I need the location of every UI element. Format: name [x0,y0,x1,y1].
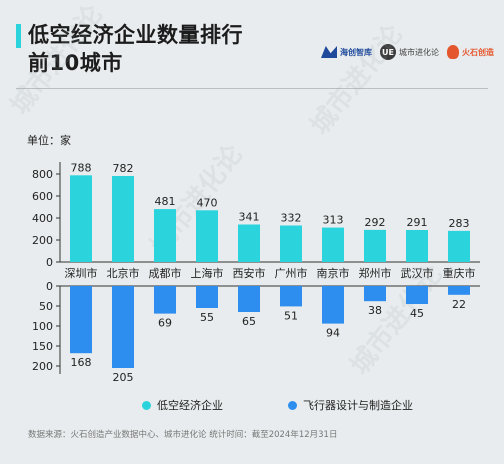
bar-top [196,210,218,262]
category-label: 深圳市 [65,266,98,280]
category-label: 广州市 [275,266,308,280]
bar-top [406,229,428,262]
chart-title: 低空经济企业数量排行 [28,23,243,47]
category-label: 成都市 [149,266,182,280]
y-tick-label-bottom: 100 [32,320,53,333]
y-tick-label-top: 400 [32,212,53,225]
data-label-top: 782 [113,162,134,175]
data-label-top: 788 [71,161,92,174]
data-label-top: 470 [197,196,218,209]
data-label-bottom: 205 [113,371,134,384]
y-tick-label-bottom: 0 [46,280,53,293]
bar-bottom [238,286,260,312]
logo-haichuang-text: 海创智库 [340,47,372,57]
data-label-top: 291 [407,216,428,229]
bar-bottom [112,286,134,368]
ue-logo-icon: UE [380,44,396,60]
data-label-bottom: 45 [410,307,424,320]
y-tick-label-bottom: 150 [32,340,53,353]
bar-bottom [196,286,218,308]
data-label-bottom: 22 [452,298,466,311]
chart-subtitle: 前10城市 [28,51,123,75]
legend-label-top: 低空经济企业 [157,399,223,412]
category-label: 重庆市 [443,266,476,280]
data-label-bottom: 65 [242,315,256,328]
bar-top [70,175,92,262]
data-label-top: 341 [239,210,260,223]
data-label-bottom: 69 [158,317,172,330]
bar-top [322,227,344,262]
bar-top [448,230,470,262]
legend-item-bottom: 飞行器设计与制造企业 [288,397,413,413]
data-label-top: 313 [323,214,344,227]
logo-huoshi: 火石创造 [447,45,494,59]
data-label-bottom: 168 [71,356,92,369]
y-tick-label-top: 800 [32,168,53,181]
y-tick-label-top: 200 [32,234,53,247]
y-tick-label-bottom: 50 [39,300,53,313]
bar-bottom [280,286,302,307]
bar-bottom [154,286,176,314]
category-label: 西安市 [233,266,266,280]
category-label: 郑州市 [359,266,392,280]
bar-top [112,175,134,262]
bar-bottom [70,286,92,354]
bar-top [154,209,176,262]
title-accent-bar [16,24,21,48]
category-label: 武汉市 [401,266,434,280]
source-note: 数据来源：火石创造产业数据中心、城市进化论 统计时间：截至2024年12月31日 [28,430,338,440]
y-tick-label-top: 0 [46,256,53,269]
data-label-top: 283 [449,217,470,230]
logo-huoshi-text: 火石创造 [462,47,494,57]
logo-group: 海创智库 UE 城市进化论 火石创造 [321,44,494,60]
bar-top [238,224,260,262]
data-label-bottom: 55 [200,311,214,324]
category-label: 上海市 [191,266,224,280]
data-label-bottom: 94 [326,327,340,340]
flame-logo-icon [447,45,459,59]
bar-top [280,225,302,262]
data-label-top: 481 [155,195,176,208]
legend-swatch-top [142,400,151,410]
data-label-top: 332 [281,211,302,224]
legend-item-top: 低空经济企业 [142,397,223,413]
data-label-top: 292 [365,216,386,229]
bar-top [364,229,386,262]
bar-bottom [364,286,386,302]
legend-swatch-bottom [288,400,297,410]
logo-urban-evolution: UE 城市进化论 [380,44,439,60]
y-tick-label-top: 600 [32,190,53,203]
bar-bottom [406,286,428,304]
category-label: 南京市 [317,266,350,280]
y-tick-label-bottom: 200 [32,360,53,373]
data-label-bottom: 38 [368,304,382,317]
data-label-bottom: 51 [284,309,298,322]
unit-label: 单位：家 [27,134,71,147]
bar-bottom [448,286,470,295]
legend-label-bottom: 飞行器设计与制造企业 [303,399,413,412]
bar-bottom [322,286,344,324]
category-label: 北京市 [107,266,140,280]
logo-urban-evolution-text: 城市进化论 [399,47,439,57]
header-divider [16,88,488,89]
logo-haichuang: 海创智库 [321,46,372,58]
